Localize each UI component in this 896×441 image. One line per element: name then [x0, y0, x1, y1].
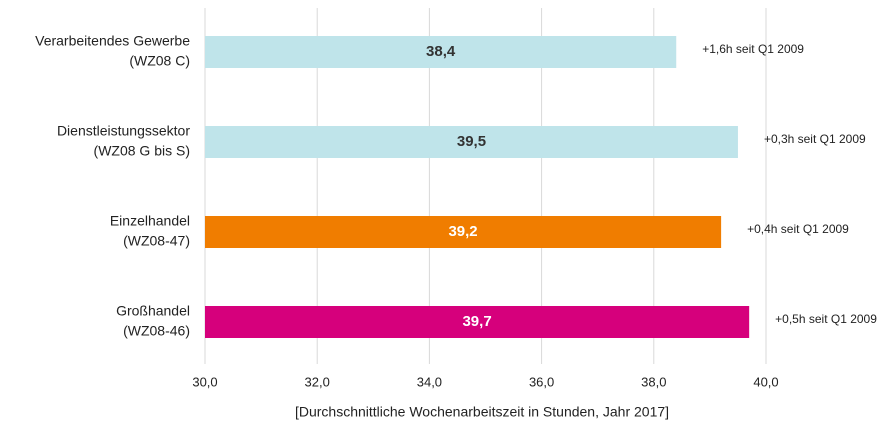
- bar: [205, 36, 677, 68]
- y-tick-label: Großhandel: [116, 303, 190, 319]
- bar: [205, 216, 722, 248]
- y-tick-label: (WZ08 C): [129, 53, 190, 69]
- x-tick-label: 30,0: [192, 374, 217, 389]
- y-tick-label: (WZ08-46): [123, 323, 190, 339]
- annotation: +0,4h seit Q1 2009: [747, 222, 849, 236]
- x-tick-label: 40,0: [753, 374, 778, 389]
- annotation: +1,6h seit Q1 2009: [702, 42, 804, 56]
- bar: [205, 306, 750, 338]
- y-tick-label: Verarbeitendes Gewerbe: [35, 33, 190, 49]
- x-tick-label: 34,0: [417, 374, 442, 389]
- value-label: 38,4: [426, 43, 456, 60]
- value-label: 39,7: [462, 313, 491, 330]
- x-axis-label: [Durchschnittliche Wochenarbeitszeit in …: [295, 404, 669, 420]
- x-tick-label: 38,0: [641, 374, 666, 389]
- y-tick-label: (WZ08-47): [123, 233, 190, 249]
- x-tick-label: 32,0: [305, 374, 330, 389]
- bar: [205, 126, 738, 158]
- annotation: +0,3h seit Q1 2009: [764, 132, 866, 146]
- x-tick-label: 36,0: [529, 374, 554, 389]
- y-tick-label: Einzelhandel: [110, 213, 190, 229]
- y-tick-label: Dienstleistungssektor: [57, 123, 190, 139]
- annotation: +0,5h seit Q1 2009: [775, 312, 877, 326]
- value-label: 39,2: [448, 223, 477, 240]
- value-label: 39,5: [457, 133, 486, 150]
- y-tick-label: (WZ08 G bis S): [94, 143, 190, 159]
